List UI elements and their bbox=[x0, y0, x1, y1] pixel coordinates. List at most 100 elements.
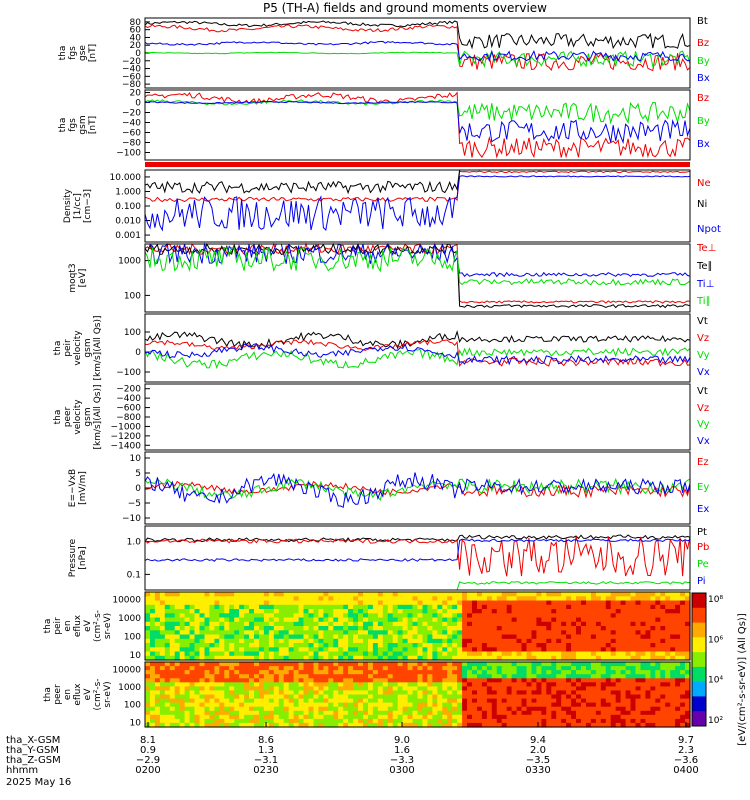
heatmap-cell bbox=[348, 686, 354, 692]
heatmap-cell bbox=[521, 600, 528, 606]
heatmap-cell bbox=[263, 694, 270, 700]
heatmap-cell bbox=[437, 604, 443, 610]
heatmap-cell bbox=[397, 609, 404, 614]
heatmap-cell bbox=[437, 714, 443, 720]
heatmap-cell bbox=[368, 621, 374, 627]
ylabel-line: sr-eV) bbox=[103, 613, 113, 639]
heatmap-cell bbox=[278, 643, 285, 648]
heatmap-cell bbox=[199, 682, 206, 687]
heatmap-cell bbox=[298, 694, 305, 700]
heatmap-cell bbox=[164, 682, 171, 687]
heatmap-cell bbox=[630, 710, 637, 716]
heatmap-cell bbox=[343, 718, 349, 724]
heatmap-cell bbox=[586, 596, 592, 602]
heatmap-cell bbox=[363, 666, 369, 671]
heatmap-cell bbox=[427, 643, 433, 648]
tick-label: 1.000 bbox=[115, 187, 141, 197]
heatmap-cell bbox=[501, 651, 508, 657]
heatmap-cell bbox=[234, 643, 240, 648]
heatmap-cell bbox=[219, 643, 225, 648]
heatmap-cell bbox=[209, 638, 215, 644]
heatmap-cell bbox=[586, 634, 592, 640]
heatmap-cell bbox=[343, 706, 349, 712]
heatmap-cell bbox=[521, 674, 528, 679]
heatmap-cell bbox=[358, 617, 364, 623]
heatmap-cell bbox=[605, 678, 612, 683]
heatmap-cell bbox=[472, 710, 478, 716]
heatmap-cell bbox=[605, 647, 612, 653]
heatmap-cell bbox=[283, 609, 290, 614]
heatmap-cell bbox=[645, 722, 651, 728]
heatmap-cell bbox=[348, 662, 354, 667]
heatmap-cell bbox=[422, 604, 429, 610]
heatmap-cell bbox=[348, 643, 354, 648]
heatmap-cell bbox=[288, 670, 295, 675]
heatmap-cell bbox=[595, 670, 602, 675]
heatmap-cell bbox=[150, 596, 156, 602]
heatmap-cell bbox=[536, 706, 542, 712]
heatmap-cell bbox=[566, 702, 572, 708]
heatmap-cell bbox=[645, 643, 651, 648]
heatmap-cell bbox=[412, 674, 419, 679]
heatmap-cell bbox=[595, 690, 602, 696]
heatmap-cell bbox=[164, 706, 171, 712]
heatmap-cell bbox=[273, 647, 280, 653]
heatmap-cell bbox=[680, 596, 686, 602]
heatmap-cell bbox=[610, 655, 617, 661]
heatmap-cell bbox=[590, 609, 597, 614]
heatmap-cell bbox=[526, 655, 533, 661]
heatmap-cell bbox=[486, 710, 493, 716]
heatmap-cell bbox=[150, 638, 156, 644]
heatmap-cell bbox=[239, 662, 245, 667]
heatmap-cell bbox=[452, 609, 458, 614]
heatmap-cell bbox=[199, 626, 206, 631]
heatmap-cell bbox=[625, 686, 632, 692]
heatmap-cell bbox=[675, 694, 681, 700]
heatmap-cell bbox=[338, 662, 344, 667]
heatmap-cell bbox=[392, 651, 399, 657]
heatmap-cell bbox=[154, 682, 161, 687]
heatmap-cell bbox=[199, 634, 206, 640]
heatmap-cell bbox=[660, 698, 666, 704]
heatmap-cell bbox=[179, 655, 186, 661]
heatmap-cell bbox=[402, 647, 409, 653]
heatmap-cell bbox=[377, 694, 384, 700]
heatmap-cell bbox=[586, 706, 592, 712]
heatmap-cell bbox=[145, 651, 151, 657]
heatmap-cell bbox=[214, 626, 220, 631]
heatmap-cell bbox=[273, 621, 280, 627]
heatmap-cell bbox=[595, 678, 602, 683]
heatmap-cell bbox=[467, 674, 473, 679]
heatmap-cell bbox=[293, 662, 300, 667]
heatmap-cell bbox=[397, 666, 404, 671]
heatmap-cell bbox=[313, 643, 320, 648]
heatmap-cell bbox=[675, 678, 681, 683]
heatmap-cell bbox=[254, 609, 260, 614]
heatmap-cell bbox=[402, 714, 409, 720]
heatmap-cell bbox=[145, 706, 151, 712]
heatmap-cell bbox=[273, 596, 280, 602]
heatmap-cell bbox=[655, 678, 661, 683]
heatmap-cell bbox=[506, 670, 513, 675]
heatmap-cell bbox=[620, 714, 627, 720]
heatmap-cell bbox=[323, 698, 329, 704]
heatmap-cell bbox=[442, 638, 448, 644]
heatmap-cell bbox=[387, 702, 394, 708]
heatmap-cell bbox=[432, 647, 438, 653]
heatmap-cell bbox=[412, 722, 419, 728]
heatmap-cell bbox=[620, 613, 627, 619]
heatmap-cell bbox=[184, 690, 191, 696]
heatmap-cell bbox=[412, 634, 419, 640]
heatmap-cell bbox=[204, 596, 211, 602]
heatmap-cell bbox=[467, 722, 473, 728]
ylabel-line: [mV/m] bbox=[78, 471, 88, 505]
heatmap-cell bbox=[561, 666, 567, 671]
heatmap-cell bbox=[278, 706, 285, 712]
heatmap-cell bbox=[551, 662, 557, 667]
heatmap-cell bbox=[581, 617, 587, 623]
heatmap-cell bbox=[551, 706, 557, 712]
heatmap-cell bbox=[278, 655, 285, 661]
heatmap-cell bbox=[254, 722, 260, 728]
heatmap-cell bbox=[665, 698, 671, 704]
